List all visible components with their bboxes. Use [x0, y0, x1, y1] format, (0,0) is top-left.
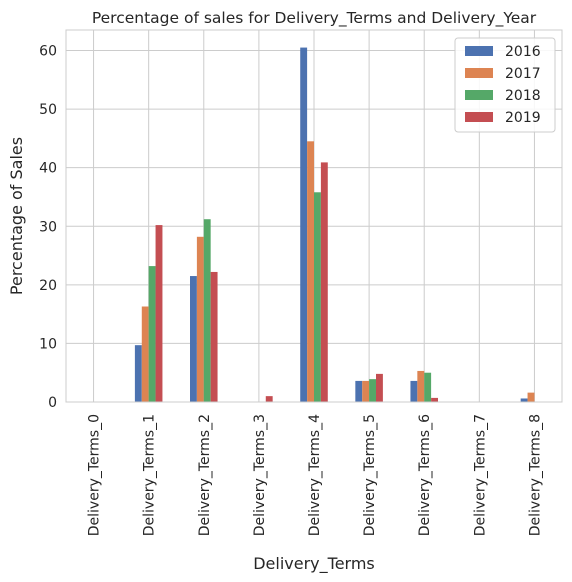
bar-2017-delivery-terms-4 — [307, 141, 314, 403]
bar-2016-delivery-terms-4 — [300, 47, 308, 403]
x-tick-label: Delivery_Terms_0 — [87, 414, 103, 536]
bar-2019-delivery-terms-5 — [376, 373, 383, 402]
bar-2017-delivery-terms-8 — [527, 392, 535, 402]
legend-box — [454, 37, 556, 133]
bar-2016-delivery-terms-1 — [134, 345, 142, 402]
y-tick-label: 10 — [39, 336, 57, 352]
y-tick-label: 50 — [39, 102, 57, 118]
x-tick-label: Delivery_Terms_3 — [252, 414, 268, 536]
chart-title: Percentage of sales for Delivery_Terms a… — [92, 9, 537, 28]
y-tick-label: 0 — [48, 395, 57, 411]
x-tick-label: Delivery_Terms_8 — [527, 414, 543, 536]
y-tick-label: 60 — [39, 44, 57, 60]
plot-frame — [65, 29, 563, 403]
bar-2016-delivery-terms-8 — [520, 398, 528, 402]
x-tick-labels: Delivery_Terms_0 Delivery_Terms_1 Delivery… — [87, 414, 544, 536]
y-tick-label: 40 — [39, 161, 57, 177]
bar-2018-delivery-terms-4 — [314, 192, 321, 402]
x-tick-label: Delivery_Terms_6 — [417, 414, 433, 536]
legend-label-2016: 2016 — [505, 44, 541, 60]
legend-swatch-2016 — [465, 46, 493, 56]
x-tick-label: Delivery_Terms_4 — [307, 414, 323, 536]
legend-label-2018: 2018 — [505, 88, 541, 104]
y-tick-labels: 0 10 20 30 40 50 60 — [39, 44, 57, 411]
bar-2019-delivery-terms-1 — [155, 225, 163, 402]
bar-2018-delivery-terms-5 — [369, 379, 376, 402]
bar-2016-delivery-terms-2 — [190, 276, 197, 402]
x-tick-label: Delivery_Terms_7 — [472, 414, 488, 536]
legend-swatch-2019 — [465, 112, 493, 122]
bar-2018-delivery-terms-1 — [148, 266, 156, 402]
bar-2017-delivery-terms-1 — [141, 306, 149, 402]
x-tick-label: Delivery_Terms_5 — [362, 414, 378, 536]
bar-2018-delivery-terms-6 — [424, 372, 432, 402]
bar-2018-delivery-terms-2 — [203, 219, 211, 402]
bar-2019-delivery-terms-3 — [265, 396, 273, 402]
legend-swatch-2017 — [465, 68, 493, 78]
bars — [134, 47, 535, 403]
legend-label-2017: 2017 — [505, 66, 541, 82]
bar-2019-delivery-terms-4 — [320, 162, 328, 402]
legend-swatch-2018 — [465, 90, 493, 100]
y-tick-label: 20 — [39, 278, 57, 294]
x-axis-label: Delivery_Terms — [253, 554, 375, 574]
bar-2019-delivery-terms-2 — [210, 271, 218, 402]
legend-label-2019: 2019 — [505, 110, 541, 126]
bar-2017-delivery-terms-2 — [196, 236, 204, 402]
bar-2017-delivery-terms-6 — [417, 370, 425, 402]
x-tick-label: Delivery_Terms_1 — [142, 414, 158, 536]
bar-2017-delivery-terms-5 — [362, 380, 370, 402]
bar-2016-delivery-terms-5 — [355, 380, 363, 402]
y-tick-label: 30 — [39, 219, 57, 235]
x-tick-label: Delivery_Terms_2 — [197, 414, 213, 536]
bar-2016-delivery-terms-6 — [410, 380, 418, 402]
y-axis-label: Percentage of Sales — [7, 137, 26, 295]
legend: 2016 2017 2018 2019 — [454, 37, 556, 133]
bar-2019-delivery-terms-6 — [431, 397, 438, 402]
